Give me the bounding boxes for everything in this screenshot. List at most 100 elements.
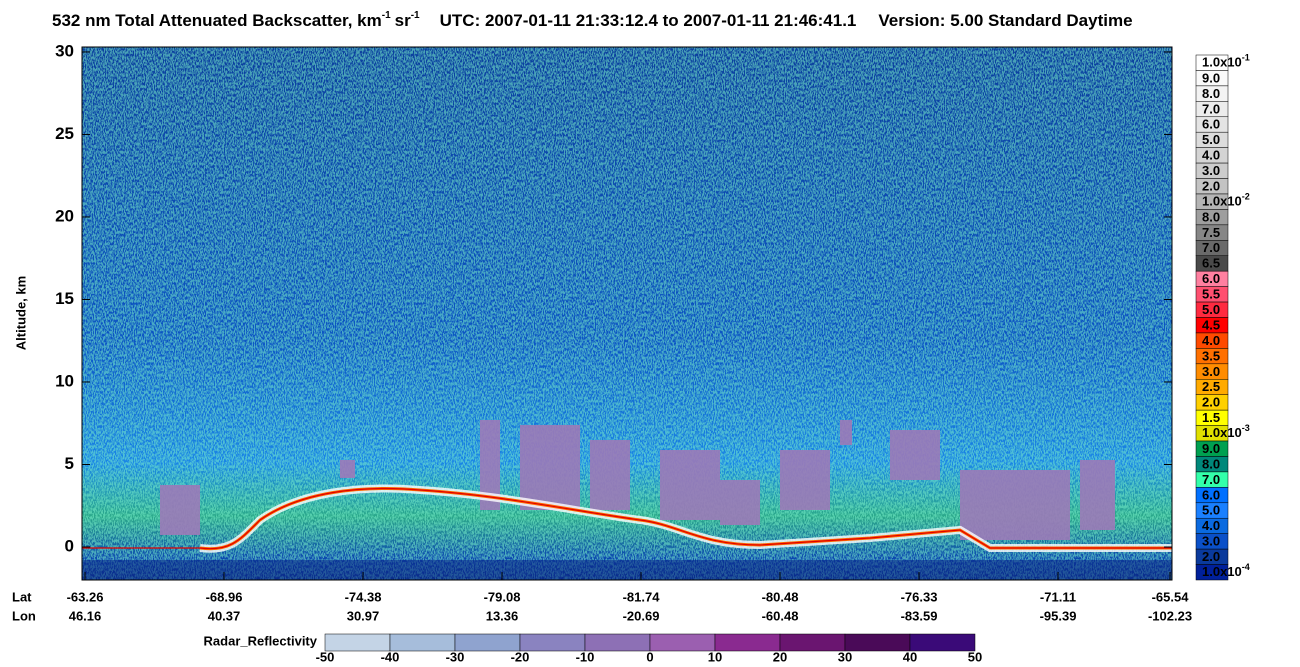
- y-tick-label: 10: [55, 371, 74, 390]
- colorbar-label: 6.0: [1202, 117, 1220, 132]
- colorbar-label-base: 1.0x10: [1202, 194, 1242, 209]
- colorbar-label: 4.5: [1202, 317, 1220, 332]
- title-sup: -1: [411, 10, 420, 21]
- colorbar-label: 7.0: [1202, 472, 1220, 487]
- plot-image: [82, 47, 1172, 580]
- y-tick-label: 25: [55, 124, 74, 143]
- colorbar-label: 2.0: [1202, 395, 1220, 410]
- colorbar-label: 8.0: [1202, 86, 1220, 101]
- colorbar-label: 2.0: [1202, 549, 1220, 564]
- colorbar-label-sup: -1: [1242, 53, 1250, 63]
- radar-swatch: [714, 633, 781, 652]
- radar-tick-label: -20: [511, 649, 530, 664]
- lat-label: -71.11: [1040, 589, 1076, 604]
- lon-label: -95.39: [1040, 608, 1077, 623]
- y-tick-label: 20: [55, 206, 74, 225]
- colorbar-label: 6.0: [1202, 271, 1220, 286]
- colorbar-label: 3.0: [1202, 534, 1220, 549]
- radar-swatch: [454, 633, 521, 652]
- colorbar-label: 5.0: [1202, 132, 1220, 147]
- colorbar-label: 1.0x10-1: [1202, 53, 1250, 70]
- radar-swatch: [779, 633, 846, 652]
- plot-frame: [81, 46, 1173, 581]
- radar-swatch: [324, 633, 391, 652]
- y-tick-label: 30: [55, 41, 74, 60]
- colorbar-label-base: 1.0x10: [1202, 564, 1242, 579]
- radar-swatch: [519, 633, 586, 652]
- lat-label: -76.33: [901, 589, 938, 604]
- lat-label: -79.08: [484, 589, 521, 604]
- radar-tick-label: -30: [446, 649, 465, 664]
- radar-swatch: [844, 633, 911, 652]
- radar-tick-label: 40: [903, 649, 917, 664]
- colorbar-label: 5.0: [1202, 503, 1220, 518]
- lon-label: 46.16: [69, 608, 102, 623]
- lon-label: -102.23: [1148, 608, 1192, 623]
- colorbar-label: 1.0x10-3: [1202, 423, 1250, 440]
- radar-tick-label: 0: [646, 649, 653, 664]
- x-row-label: Lat: [12, 589, 32, 604]
- radar-tick-label: 10: [708, 649, 722, 664]
- colorbar-label-sup: -2: [1242, 192, 1250, 202]
- colorbar-label: 3.0: [1202, 364, 1220, 379]
- radar-tick-label: 30: [838, 649, 852, 664]
- x-row-label: Lon: [12, 608, 36, 623]
- colorbar-label: 1.0x10-4: [1202, 562, 1250, 579]
- lat-label: -63.26: [67, 589, 104, 604]
- title-version: Version: 5.00 Standard Daytime: [878, 11, 1132, 30]
- lat-label: -81.74: [623, 589, 661, 604]
- chart-title: 532 nm Total Attenuated Backscatter, km-…: [52, 10, 1133, 31]
- colorbar-label-sup: -4: [1242, 562, 1250, 572]
- y-tick-label: 5: [65, 454, 74, 473]
- colorbar-label: 9.0: [1202, 70, 1220, 85]
- lat-label: -68.96: [206, 589, 243, 604]
- radar-tick-label: -40: [381, 649, 400, 664]
- colorbar-label-base: 1.0x10: [1202, 426, 1242, 441]
- radar-tick-label: 50: [968, 649, 982, 664]
- lon-label: -20.69: [623, 608, 660, 623]
- colorbar-label-sup: -3: [1242, 423, 1250, 433]
- colorbar-label: 2.5: [1202, 379, 1220, 394]
- y-tick-label: 0: [65, 536, 74, 555]
- lat-label: -65.54: [1152, 589, 1190, 604]
- radar-swatch: [584, 633, 651, 652]
- colorbar-label: 4.0: [1202, 518, 1220, 533]
- lon-label: 13.36: [486, 608, 519, 623]
- colorbar-label: 7.0: [1202, 240, 1220, 255]
- y-axis-label: Altitude, km: [13, 276, 28, 350]
- colorbar-swatch: [1195, 564, 1229, 581]
- lat-label: -74.38: [345, 589, 382, 604]
- radar-swatch: [649, 633, 716, 652]
- colorbar-label: 4.0: [1202, 148, 1220, 163]
- title-sup: -1: [382, 10, 391, 21]
- radar-swatch: [909, 633, 976, 652]
- colorbar-label-base: 1.0x10: [1202, 55, 1242, 70]
- colorbar-label: 1.5: [1202, 410, 1220, 425]
- colorbar-label: 4.0: [1202, 333, 1220, 348]
- title-main: 532 nm Total Attenuated Backscatter, km: [52, 11, 382, 30]
- colorbar-label: 7.5: [1202, 225, 1220, 240]
- radar-swatch: [389, 633, 456, 652]
- title-unit: sr: [395, 11, 411, 30]
- title-utc: UTC: 2007-01-11 21:33:12.4 to 2007-01-11…: [440, 11, 857, 30]
- lat-label: -80.48: [762, 589, 799, 604]
- colorbar-label: 9.0: [1202, 441, 1220, 456]
- lon-label: 30.97: [347, 608, 380, 623]
- colorbar-label: 8.0: [1202, 209, 1220, 224]
- lon-label: 40.37: [208, 608, 241, 623]
- colorbar-label: 3.0: [1202, 163, 1220, 178]
- lon-label: -83.59: [901, 608, 938, 623]
- colorbar-label: 3.5: [1202, 348, 1220, 363]
- colorbar-label: 6.0: [1202, 487, 1220, 502]
- colorbar-label: 1.0x10-2: [1202, 192, 1250, 209]
- colorbar-label: 2.0: [1202, 178, 1220, 193]
- colorbar-label: 6.5: [1202, 256, 1220, 271]
- radar-tick-label: -10: [576, 649, 595, 664]
- radar-tick-label: 20: [773, 649, 787, 664]
- colorbar-label: 8.0: [1202, 456, 1220, 471]
- radar-label: Radar_Reflectivity: [204, 633, 318, 648]
- colorbar-label: 5.5: [1202, 287, 1220, 302]
- y-tick-label: 15: [55, 289, 74, 308]
- lon-label: -60.48: [762, 608, 799, 623]
